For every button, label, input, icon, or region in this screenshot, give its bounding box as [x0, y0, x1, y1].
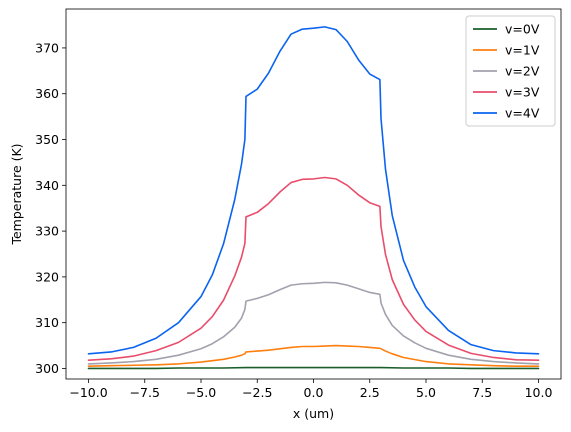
legend-items: v=0V v=1V v=2V v=3V v=4V: [473, 22, 540, 121]
y-axis: 300 310 320 330 340 350 360 370: [35, 40, 66, 376]
x-tick-label: 2.5: [360, 385, 380, 400]
x-tick-label: −2.5: [242, 385, 272, 400]
series-line-0: [87, 366, 540, 370]
legend-label: v=1V: [505, 43, 540, 58]
x-tick-label: −7.5: [130, 385, 160, 400]
y-tick-label: 320: [35, 269, 59, 284]
legend-label: v=4V: [505, 106, 540, 121]
legend-label: v=0V: [505, 22, 540, 37]
x-tick-label: −5.0: [186, 385, 216, 400]
x-axis-label: x (um): [293, 406, 334, 421]
legend-label: v=2V: [505, 64, 540, 79]
x-tick-label: 0.0: [304, 385, 324, 400]
y-tick-label: 350: [35, 132, 59, 147]
y-tick-label: 330: [35, 224, 59, 239]
series-layer: [87, 26, 540, 370]
x-tick-label: −10.0: [69, 385, 107, 400]
legend-box: [465, 15, 556, 127]
y-tick-label: 300: [35, 361, 59, 376]
x-axis: −10.0 −7.5 −5.0 −2.5 0.0 2.5 5.0 7.5 10.0: [69, 379, 552, 400]
y-tick-label: 360: [35, 86, 59, 101]
series-line-2: [87, 281, 540, 365]
y-tick-label: 340: [35, 178, 59, 193]
y-tick-label: 310: [35, 315, 59, 330]
legend-label: v=3V: [505, 85, 540, 100]
y-axis-label: Temperature (K): [9, 143, 24, 245]
legend: v=0V v=1V v=2V v=3V v=4V: [465, 15, 556, 127]
series-line-3: [87, 176, 540, 362]
y-tick-label: 370: [35, 40, 59, 55]
x-tick-label: 10.0: [525, 385, 553, 400]
x-tick-label: 7.5: [472, 385, 492, 400]
x-tick-label: 5.0: [416, 385, 436, 400]
series-line-4: [87, 26, 540, 355]
series-line-1: [87, 344, 540, 367]
